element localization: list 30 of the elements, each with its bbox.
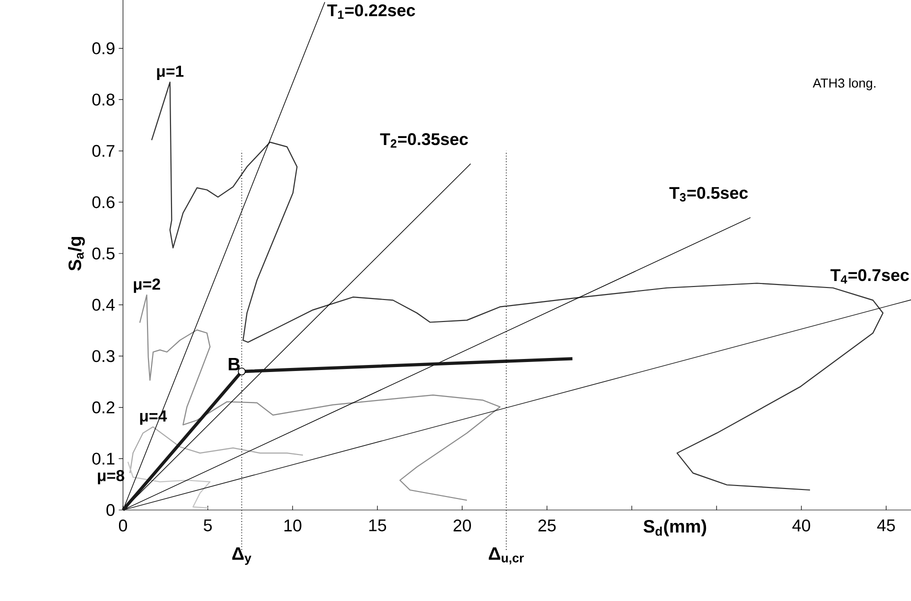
y-tick-label: 0.3 bbox=[92, 350, 114, 362]
series-label: T$_{2}$=0.35sec bbox=[380, 133, 468, 148]
y-tick-label: 0.4 bbox=[92, 298, 115, 311]
x-tick-label: 25 bbox=[538, 519, 556, 532]
annotation: B bbox=[228, 358, 240, 370]
x-axis-title: S$_{d}$(mm) bbox=[644, 519, 706, 536]
series-label: T$_{3}$=0.5sec bbox=[669, 186, 748, 202]
ref-line-label: Δ$_{u,cr}$ bbox=[488, 547, 524, 564]
x-tick-label: 40 bbox=[792, 519, 810, 532]
x-tick-label: 10 bbox=[284, 519, 302, 532]
y-tick-label: 0 bbox=[106, 504, 115, 516]
y-tick-label: 0.8 bbox=[92, 94, 114, 106]
series-label: μ=1 bbox=[157, 66, 184, 80]
y-axis-title: S$_{a}$/g bbox=[68, 237, 85, 271]
x-tick-label: 0 bbox=[118, 519, 128, 532]
y-tick-label: 0.5 bbox=[92, 248, 115, 260]
y-tick-label: 0.9 bbox=[92, 42, 114, 54]
x-tick-label: 20 bbox=[454, 519, 471, 532]
x-tick-label: 5 bbox=[204, 519, 212, 532]
y-tick-label: 0.6 bbox=[92, 196, 114, 208]
x-tick-label: 45 bbox=[877, 519, 895, 532]
annotation: ATH3 long. bbox=[812, 78, 876, 90]
y-tick-label: 0.2 bbox=[92, 401, 114, 414]
series-label: T$_{1}$=0.22sec bbox=[327, 4, 416, 19]
series-label: μ=2 bbox=[134, 278, 160, 293]
x-tick-label: 15 bbox=[369, 519, 386, 532]
ref-line-label: Δ$_{y}$ bbox=[232, 547, 252, 565]
series-label: T$_{4}$=0.7sec bbox=[830, 269, 909, 284]
y-tick-label: 0.7 bbox=[92, 144, 114, 157]
y-tick-label: 0.1 bbox=[92, 452, 114, 465]
